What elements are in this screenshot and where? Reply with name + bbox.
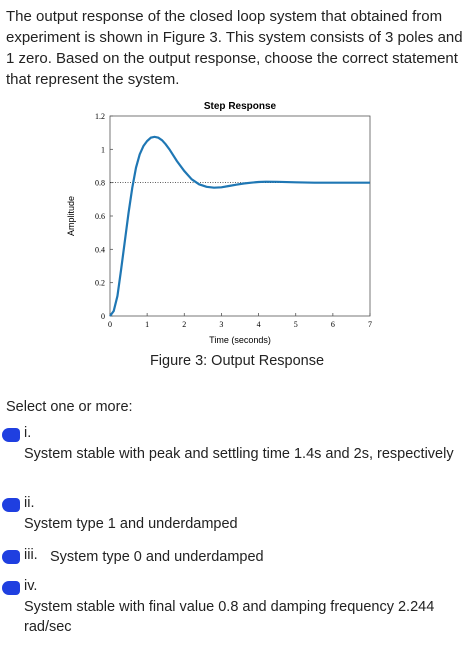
option-numeral: i. (24, 425, 32, 441)
x-tick-label: 3 (219, 320, 223, 329)
y-tick-label: 1.2 (95, 112, 105, 121)
x-tick-label: 4 (257, 320, 261, 329)
ticks-layer: 0 1 2 3 4 5 6 7 0 0.2 0.4 0.6 0.8 1 1.2 (95, 112, 372, 329)
x-tick-label: 1 (145, 320, 149, 329)
option-ii[interactable]: ii. System type 1 and underdamped (0, 495, 474, 537)
step-response-chart: Step Response 0 1 2 3 4 5 6 7 0 0.2 0.4 0.6 0.8 1 1.2 … (60, 96, 390, 356)
option-text: System type 0 and underdamped (50, 549, 264, 565)
x-tick-label: 2 (182, 320, 186, 329)
option-numeral: iv. (24, 578, 38, 594)
option-text: System type 1 and underdamped (24, 516, 238, 532)
option-numeral: iii. (24, 547, 38, 563)
option-iii[interactable]: iii. System type 0 and underdamped (0, 547, 474, 567)
y-axis-label: Amplitude (66, 196, 76, 236)
checkbox-marker[interactable] (2, 581, 20, 595)
option-numeral: ii. (24, 495, 35, 511)
chart-title: Step Response (204, 101, 277, 112)
option-i[interactable]: i. System stable with peak and settling … (0, 425, 474, 487)
series-line (109, 135, 370, 317)
checkbox-marker[interactable] (2, 550, 20, 564)
question-text: The output response of the closed loop s… (6, 8, 463, 88)
x-tick-label: 0 (108, 320, 112, 329)
select-label: Select one or more: (6, 399, 133, 415)
chart-svg: Step Response 0 1 2 3 4 5 6 700.20.40.60.811.2 … (66, 101, 372, 345)
x-tick-label: 5 (294, 320, 298, 329)
option-text: System stable with final value 0.8 and d… (24, 599, 435, 635)
checkbox-marker[interactable] (2, 428, 20, 442)
y-tick-label: 1 (101, 145, 105, 154)
y-tick-label: 0.6 (95, 212, 105, 221)
x-axis-label: Time (seconds) (209, 335, 271, 345)
checkbox-marker[interactable] (2, 498, 20, 512)
figure-caption: Figure 3: Output Response (149, 353, 325, 369)
y-tick-label: 0.2 (95, 279, 105, 288)
option-text: System stable with peak and settling tim… (24, 446, 454, 462)
x-tick-label: 6 (331, 320, 335, 329)
y-tick-label: 0.8 (95, 179, 105, 188)
y-tick-label: 0.4 (95, 245, 105, 254)
x-tick-label: 7 (368, 320, 372, 329)
option-iv[interactable]: iv. System stable with final value 0.8 a… (0, 578, 474, 640)
plot-frame (109, 115, 371, 317)
y-tick-label: 0 (101, 312, 105, 321)
